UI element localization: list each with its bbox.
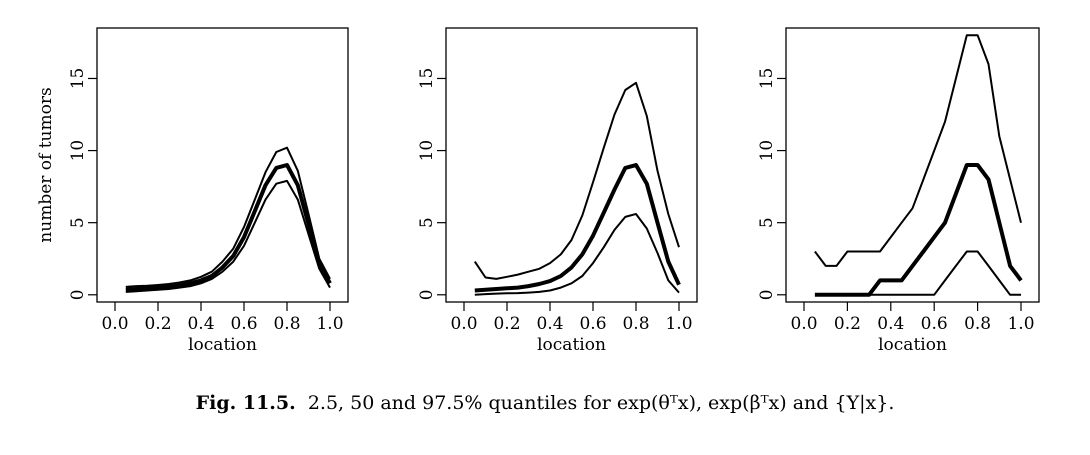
panel-3-x-axis-title: location <box>878 335 947 355</box>
panel-3-x-tick-label: 0.0 <box>790 314 817 334</box>
panel-3-x-tick-label: 1.0 <box>1007 314 1034 334</box>
panel-1-upper-quantile-line <box>125 146 331 288</box>
panel-2-x-tick-label: 0.2 <box>493 314 520 334</box>
panel-3-upper-quantile-line <box>814 34 1022 267</box>
panel-1-x-tick-label: 0.0 <box>101 314 128 334</box>
panel-1-y-tick-label: 15 <box>68 68 88 90</box>
panel-3-y-tick-label: 0 <box>757 289 777 300</box>
panel-1-y-tick-label: 10 <box>68 140 88 162</box>
panel-2-y-tick-label: 10 <box>417 140 437 162</box>
panel-3-frame <box>785 27 1040 303</box>
figure-caption: Fig. 11.5. 2.5, 50 and 97.5% quantiles f… <box>0 392 1090 414</box>
panel-2-upper-quantile-line <box>473 81 680 280</box>
panel-3-y-tick-label: 15 <box>757 68 777 90</box>
panel-1-x-tick-label: 0.8 <box>273 314 300 334</box>
panel-1-frame <box>96 27 349 303</box>
panel-2-x-tick-label: 1.0 <box>665 314 692 334</box>
panel-2-x-tick-label: 0.0 <box>450 314 477 334</box>
panel-2-x-axis-title: location <box>537 335 606 355</box>
panel-3: 0.0 0.2 0.4 0.6 0.8 1.0 0 5 10 15 location <box>757 27 1040 355</box>
panel-1: 0.0 0.2 0.4 0.6 0.8 1.0 0 5 10 15 location number o… <box>36 27 349 355</box>
panel-3-y-tick-label: 5 <box>757 217 777 228</box>
panel-3-x-tick-label: 0.2 <box>834 314 861 334</box>
panel-1-x-tick-label: 1.0 <box>316 314 343 334</box>
panel-2-y-tick-label: 0 <box>417 289 437 300</box>
panel-1-x-tick-label: 0.2 <box>144 314 171 334</box>
panel-3-x-tick-label: 0.8 <box>964 314 991 334</box>
panel-3-y-tick-label: 10 <box>757 140 777 162</box>
panel-2-y-tick-label: 15 <box>417 68 437 90</box>
panel-1-x-tick-label: 0.4 <box>187 314 214 334</box>
panel-2-y-tick-label: 5 <box>417 217 437 228</box>
panel-1-y-tick-label: 5 <box>68 217 88 228</box>
panel-2: 0.0 0.2 0.4 0.6 0.8 1.0 0 5 10 15 location <box>417 27 698 355</box>
panel-2-x-tick-label: 0.6 <box>579 314 606 334</box>
caption-text: 2.5, 50 and 97.5% quantiles for exp(θᵀx)… <box>307 392 895 414</box>
panel-1-x-axis-title: location <box>188 335 257 355</box>
caption-label: Fig. 11.5. <box>195 392 296 414</box>
panel-3-x-tick-label: 0.4 <box>877 314 904 334</box>
panel-1-y-tick-label: 0 <box>68 289 88 300</box>
panel-1-x-tick-label: 0.6 <box>230 314 257 334</box>
panel-1-median-quantile-line <box>125 163 332 292</box>
panel-3-x-tick-label: 0.6 <box>921 314 948 334</box>
panel-2-median-quantile-line <box>474 163 681 293</box>
panel-2-x-tick-label: 0.8 <box>622 314 649 334</box>
panel-2-frame <box>445 27 698 303</box>
panel-1-y-axis-title: number of tumors <box>36 87 56 242</box>
panel-3-median-quantile-line <box>814 163 1023 297</box>
panel-2-lower-quantile-line <box>474 213 680 296</box>
panel-2-x-tick-label: 0.4 <box>536 314 563 334</box>
panel-1-lower-quantile-line <box>125 179 331 293</box>
